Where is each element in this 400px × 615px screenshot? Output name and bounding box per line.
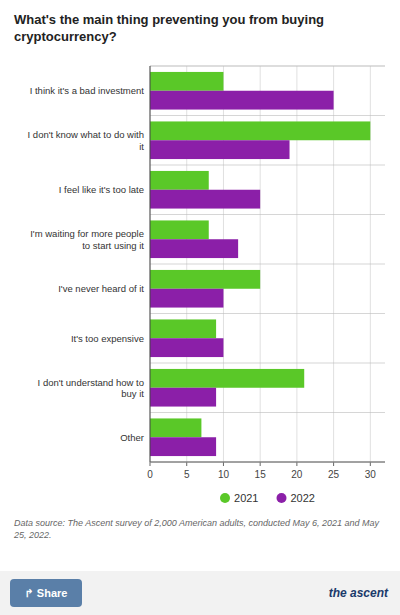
tick-mark xyxy=(186,462,187,466)
bar xyxy=(150,72,223,91)
bar xyxy=(150,121,370,140)
bar xyxy=(150,418,201,437)
tick-mark xyxy=(150,462,151,466)
legend: 2021 2022 xyxy=(220,492,315,504)
legend-swatch xyxy=(220,493,230,503)
tick-mark xyxy=(333,462,334,466)
group-separator xyxy=(150,462,385,463)
category-label: I don't know what to do withit xyxy=(28,129,145,152)
bar xyxy=(150,220,209,239)
title: What's the main thing preventing you fro… xyxy=(14,12,324,44)
group-separator xyxy=(150,264,385,265)
bar xyxy=(150,289,223,308)
tick-label: 25 xyxy=(328,469,340,480)
bar xyxy=(150,190,260,209)
bar xyxy=(150,239,238,258)
tick-mark xyxy=(296,462,297,466)
bar xyxy=(150,388,216,407)
bars xyxy=(150,72,370,456)
category-label: Other xyxy=(120,432,144,443)
share-label[interactable]: ↱ Share xyxy=(25,587,68,599)
tick-mark xyxy=(370,462,371,466)
category-label: I feel like it's too late xyxy=(59,184,144,195)
tick-label: 5 xyxy=(184,469,190,480)
tick-mark xyxy=(223,462,224,466)
bar xyxy=(150,140,290,159)
tick-label: 10 xyxy=(218,469,230,480)
bar xyxy=(150,91,334,110)
group-separator xyxy=(150,214,385,215)
category-label: I've never heard of it xyxy=(58,283,144,294)
category-label: It's too expensive xyxy=(71,333,144,344)
group-separator xyxy=(150,115,385,116)
bar xyxy=(150,369,304,388)
group-separator xyxy=(150,363,385,364)
bottom-bar xyxy=(0,571,400,615)
bar xyxy=(150,171,209,190)
group-separator xyxy=(150,66,385,67)
y-axis-line xyxy=(150,66,151,462)
chart-svg: What's the main thing preventing you fro… xyxy=(0,0,400,615)
x-axis-line xyxy=(150,462,385,463)
tick-mark xyxy=(260,462,261,466)
legend-item: 2022 xyxy=(277,492,315,504)
tick-label: 30 xyxy=(365,469,377,480)
bar xyxy=(150,338,223,357)
legend-swatch xyxy=(277,493,287,503)
category-label: I'm waiting for more peopleto start usin… xyxy=(30,228,144,251)
bar xyxy=(150,319,216,338)
tick-label: 20 xyxy=(291,469,303,480)
bar xyxy=(150,437,216,456)
group-separator xyxy=(150,165,385,166)
legend-label: 2021 xyxy=(234,492,258,504)
grid-line xyxy=(150,66,151,462)
bar xyxy=(150,270,260,289)
chart-container: What's the main thing preventing you fro… xyxy=(0,0,400,615)
legend-label: 2022 xyxy=(291,492,315,504)
group-separator xyxy=(150,412,385,413)
category-label: I think it's a bad investment xyxy=(30,85,145,96)
tick-label: 0 xyxy=(147,469,153,480)
category-label: I don't understand how tobuy it xyxy=(38,377,145,400)
footnote: Data source: The Ascent survey of 2,000 … xyxy=(13,518,380,540)
share-button[interactable] xyxy=(10,579,82,607)
group-separator xyxy=(150,313,385,314)
legend-item: 2021 xyxy=(220,492,258,504)
tick-label: 15 xyxy=(255,469,267,480)
logo-text: the ascent xyxy=(329,586,389,600)
